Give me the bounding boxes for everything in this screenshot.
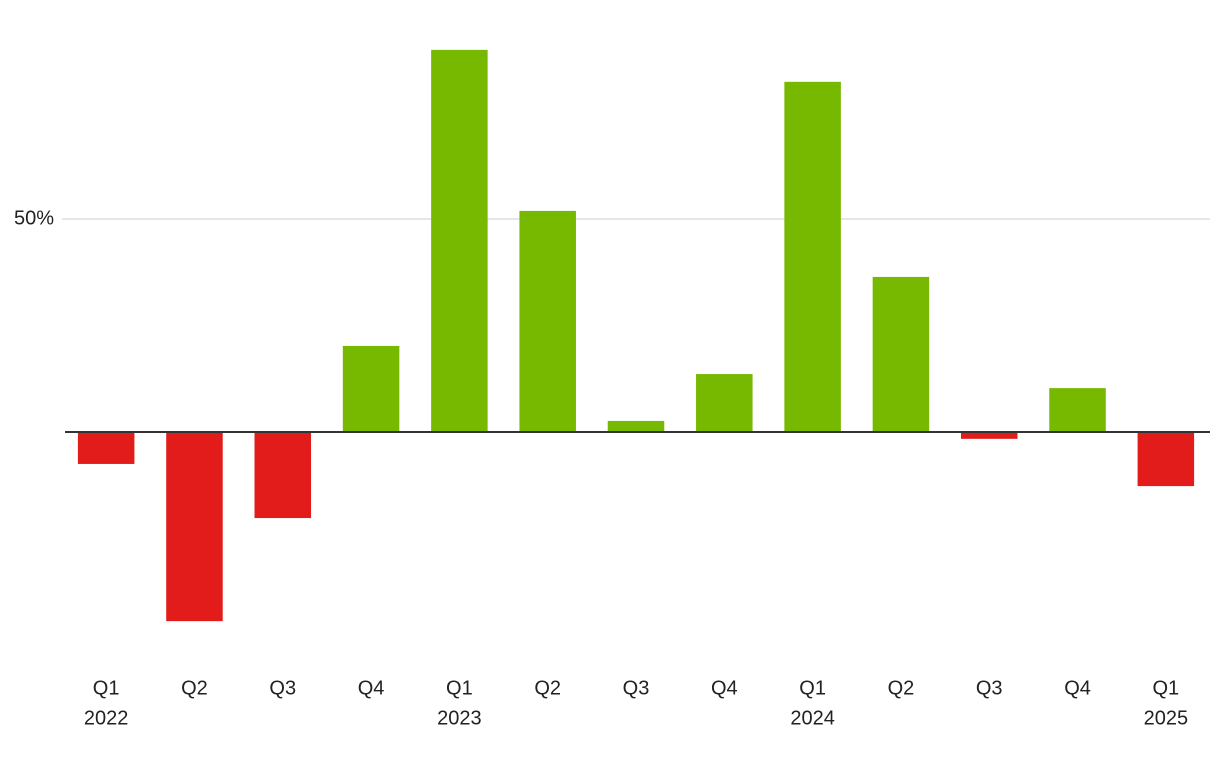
x-tick-label: Q3: [976, 677, 1003, 699]
bar: [1137, 432, 1195, 487]
x-group-label: 2025: [1144, 707, 1189, 729]
bar: [342, 345, 400, 432]
x-tick-label: Q4: [358, 677, 385, 699]
x-tick-label: Q2: [181, 677, 208, 699]
x-tick-label: Q2: [534, 677, 561, 699]
bar: [784, 81, 841, 432]
bar: [960, 432, 1018, 439]
bar: [254, 432, 312, 519]
y-tick-label: 50%: [14, 207, 54, 229]
x-group-label: 2023: [437, 707, 482, 729]
bar: [519, 210, 576, 432]
bar: [607, 420, 665, 432]
x-group-label: 2024: [790, 707, 835, 729]
x-tick-label: Q4: [711, 677, 738, 699]
bar: [696, 374, 753, 432]
x-tick-label: Q3: [269, 677, 296, 699]
x-tick-label: Q1: [93, 677, 120, 699]
x-tick-label: Q4: [1064, 677, 1091, 699]
bar: [1049, 388, 1106, 432]
x-tick-label: Q1: [799, 677, 826, 699]
x-tick-label: Q1: [446, 677, 473, 699]
bar: [431, 49, 488, 433]
bar: [872, 276, 930, 432]
bar: [77, 432, 135, 464]
bar: [166, 432, 223, 622]
x-group-label: 2022: [84, 707, 129, 729]
x-tick-label: Q2: [888, 677, 915, 699]
x-tick-label: Q1: [1153, 677, 1180, 699]
x-tick-label: Q3: [623, 677, 650, 699]
